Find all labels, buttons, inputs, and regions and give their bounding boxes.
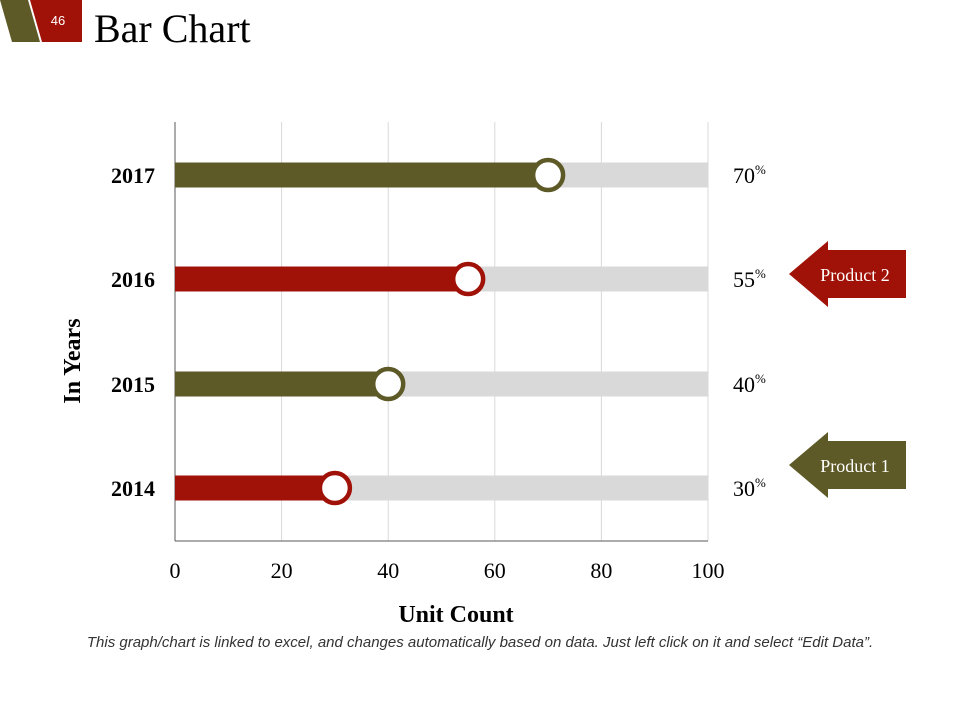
bar[interactable] <box>175 371 389 397</box>
x-axis-title: Unit Count <box>398 602 513 628</box>
legend-arrow <box>789 241 906 307</box>
bar[interactable] <box>175 475 335 501</box>
chart-footnote: This graph/chart is linked to excel, and… <box>86 634 874 651</box>
legend-arrow <box>789 432 906 498</box>
x-tick-label: 80 <box>590 558 612 583</box>
y-category-label: 2015 <box>111 372 155 397</box>
x-tick-label: 40 <box>377 558 399 583</box>
y-category-label: 2017 <box>111 163 155 188</box>
slide-number-badge: 46 <box>0 0 82 42</box>
bar[interactable] <box>175 162 549 188</box>
y-category-label: 2016 <box>111 267 155 292</box>
bar-end-marker[interactable] <box>370 366 406 402</box>
y-category-label: 2014 <box>111 476 155 501</box>
badge-olive-stripe <box>0 0 40 42</box>
slide-title: Bar Chart <box>94 6 251 51</box>
slide-number: 46 <box>51 13 65 28</box>
bar-end-marker[interactable] <box>450 261 486 297</box>
data-label: 30% <box>733 475 766 501</box>
bar-end-marker[interactable] <box>530 157 566 193</box>
legend-label: Product 2 <box>820 265 890 285</box>
x-tick-label: 60 <box>484 558 506 583</box>
bar[interactable] <box>175 266 469 292</box>
data-label: 55% <box>733 266 766 292</box>
x-tick-label: 20 <box>271 558 293 583</box>
data-label: 70% <box>733 162 766 188</box>
y-axis-title: In Years <box>60 318 86 403</box>
badge-red-panel <box>30 0 82 42</box>
x-tick-label: 100 <box>692 558 725 583</box>
data-label: 40% <box>733 371 766 397</box>
x-tick-label: 0 <box>170 558 181 583</box>
bar-end-marker[interactable] <box>317 470 353 506</box>
legend-label: Product 1 <box>820 456 890 476</box>
